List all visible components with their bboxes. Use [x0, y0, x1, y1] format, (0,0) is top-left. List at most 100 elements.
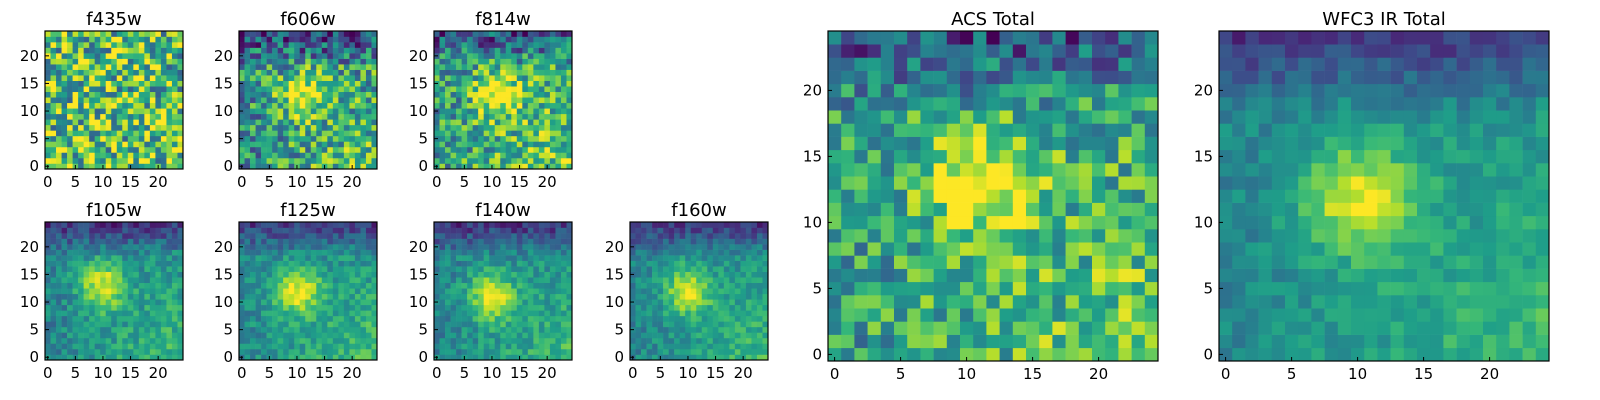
heatmap-cell — [127, 304, 134, 311]
heatmap-cell — [316, 321, 323, 328]
heatmap-cell — [1144, 281, 1159, 296]
heatmap-cell — [299, 282, 306, 289]
heatmap-cell — [266, 42, 273, 48]
heatmap-cell — [663, 304, 669, 311]
heatmap-cell — [434, 277, 440, 284]
heatmap-cell — [489, 332, 496, 339]
heatmap-cell — [338, 227, 345, 234]
heatmap-cell — [288, 255, 295, 261]
heatmap-cell — [149, 277, 156, 284]
heatmap-cell — [555, 332, 562, 339]
heatmap-cell — [560, 91, 567, 98]
heatmap-cell — [854, 242, 868, 256]
heatmap-cell — [94, 64, 101, 70]
heatmap-cell — [527, 282, 534, 289]
heatmap-cell — [244, 135, 251, 142]
heatmap-cell — [522, 124, 529, 131]
heatmap-cell — [144, 146, 151, 153]
heatmap-cell — [332, 332, 339, 339]
heatmap-cell — [67, 86, 73, 93]
heatmap-cell — [522, 332, 529, 339]
heatmap-cell — [61, 53, 68, 59]
heatmap-cell — [555, 326, 562, 333]
heatmap-cell — [560, 86, 567, 93]
heatmap-cell — [566, 135, 573, 142]
heatmap-cell — [133, 249, 140, 256]
heatmap-cell — [472, 69, 479, 76]
heatmap-cell — [266, 152, 273, 159]
heatmap-cell — [1092, 229, 1106, 243]
heatmap-cell — [533, 42, 540, 48]
heatmap-cell — [177, 113, 184, 120]
heatmap-cell — [321, 299, 328, 306]
heatmap-cell — [445, 91, 451, 98]
heatmap-cell — [1065, 295, 1080, 309]
heatmap-cell — [544, 97, 551, 104]
heatmap-cell — [138, 69, 145, 76]
heatmap-cell — [489, 75, 496, 81]
heatmap-cell — [867, 176, 882, 190]
heatmap-cell — [434, 124, 440, 131]
heatmap-cell — [360, 130, 367, 137]
heatmap-cell — [538, 222, 545, 228]
heatmap-cell — [371, 119, 378, 126]
heatmap-cell — [239, 130, 245, 137]
heatmap-cell — [338, 58, 345, 65]
heatmap-cell — [434, 337, 440, 344]
heatmap-cell — [544, 86, 551, 93]
heatmap-cell — [723, 233, 730, 239]
heatmap-cell — [635, 271, 642, 278]
heatmap-cell — [685, 332, 692, 339]
heatmap-cell — [277, 304, 284, 311]
heatmap-cell — [483, 321, 490, 328]
heatmap-cell — [740, 337, 747, 344]
heatmap-cell — [310, 47, 317, 54]
heatmap-cell — [549, 113, 556, 120]
heatmap-cell — [89, 58, 95, 65]
heatmap-cell — [144, 288, 151, 295]
heatmap-cell — [920, 334, 934, 349]
heatmap-cell — [538, 288, 545, 295]
heatmap-cell — [255, 53, 262, 59]
heatmap-cell — [439, 102, 446, 109]
heatmap-cell — [354, 233, 361, 239]
heatmap-cell — [920, 163, 934, 177]
heatmap-cell — [72, 337, 79, 344]
heatmap-cell — [544, 315, 551, 322]
heatmap-cell — [456, 321, 462, 328]
heatmap-cell — [83, 130, 90, 137]
heatmap-cell — [338, 130, 345, 137]
heatmap-cell — [522, 249, 529, 256]
heatmap-cell — [729, 266, 736, 272]
heatmap-cell — [354, 42, 361, 48]
heatmap-cell — [461, 80, 468, 87]
heatmap-cell — [439, 80, 446, 87]
x-tick-label: 10 — [482, 364, 501, 382]
heatmap-cell — [277, 64, 284, 70]
heatmap-cell — [756, 233, 763, 239]
heatmap-cell — [718, 315, 725, 322]
heatmap-cell — [707, 227, 714, 234]
heatmap-cell — [841, 255, 855, 269]
heatmap-cell — [907, 110, 921, 124]
heatmap-cell — [538, 304, 545, 311]
heatmap-cell — [365, 152, 372, 159]
heatmap-cell — [494, 119, 501, 126]
heatmap-cell — [305, 271, 312, 278]
heatmap-cell — [718, 288, 725, 295]
heatmap-cell — [894, 202, 908, 217]
heatmap-cell — [635, 249, 642, 256]
heatmap-cell — [177, 31, 184, 37]
heatmap-cell — [332, 113, 339, 120]
heatmap-cell — [138, 97, 145, 104]
heatmap-cell — [166, 130, 173, 137]
heatmap-cell — [127, 233, 134, 239]
heatmap-cell — [690, 271, 697, 278]
heatmap-cell — [338, 163, 345, 170]
heatmap-cell — [439, 321, 446, 328]
heatmap-cell — [1026, 308, 1040, 322]
heatmap-cell — [445, 343, 451, 350]
heatmap-cell — [723, 222, 730, 228]
heatmap-cell — [538, 315, 545, 322]
heatmap-cell — [149, 315, 156, 322]
